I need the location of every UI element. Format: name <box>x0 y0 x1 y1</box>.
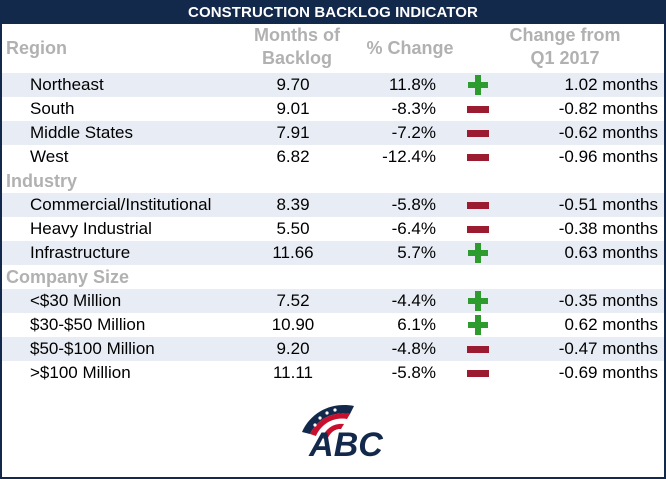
months-value: 6.82 <box>276 147 310 166</box>
minus-icon <box>466 97 490 121</box>
plus-icon <box>466 289 490 313</box>
table-row: <$30 Million 7.52 -4.4% -0.35 months <box>2 289 664 313</box>
plus-icon <box>466 241 490 265</box>
panel-title: CONSTRUCTION BACKLOG INDICATOR <box>2 2 664 24</box>
pct-change-value: -5.8% <box>391 195 436 214</box>
pct-change-value: -4.4% <box>391 291 436 310</box>
pct-change-value: 5.7% <box>397 243 436 262</box>
months-value: 5.50 <box>276 219 310 238</box>
change-from-q1-value: -0.47 months <box>558 339 658 358</box>
plus-icon <box>466 313 490 337</box>
logo-text: ABC <box>308 426 383 460</box>
table-row: $30-$50 Million 10.90 6.1% 0.62 months <box>2 313 664 337</box>
minus-icon <box>466 217 490 241</box>
months-value: 11.66 <box>272 243 314 262</box>
plus-shape <box>468 75 488 95</box>
section-label: Industry <box>6 171 78 191</box>
column-header-change-line1: Change from <box>509 25 621 45</box>
minus-shape <box>467 226 489 233</box>
row-label: $50-$100 Million <box>30 339 155 358</box>
months-value: 11.11 <box>272 363 314 382</box>
row-label: $30-$50 Million <box>30 315 146 334</box>
column-header-change-line2: Q1 2017 <box>530 48 600 68</box>
plus-shape <box>468 291 488 311</box>
table-row: Commercial/Institutional 8.39 -5.8% -0.51 m… <box>2 193 664 217</box>
minus-shape <box>467 370 489 377</box>
abc-logo: ABC <box>302 405 383 460</box>
table-row: West 6.82 -12.4% -0.96 months <box>2 145 664 169</box>
row-label: Middle States <box>30 123 133 142</box>
months-value: 7.91 <box>276 123 310 142</box>
table-row: >$100 Million 11.11 -5.8% -0.69 months <box>2 361 664 385</box>
table-row: Infrastructure 11.66 5.7% 0.63 months <box>2 241 664 265</box>
change-from-q1-value: -0.38 months <box>558 219 658 238</box>
pct-change-value: -12.4% <box>382 147 436 166</box>
table-row: Northeast 9.70 11.8% 1.02 months <box>2 73 664 97</box>
minus-icon <box>466 121 490 145</box>
pct-change-value: -5.8% <box>391 363 436 382</box>
row-label: >$100 Million <box>30 363 131 382</box>
change-from-q1-value: 0.63 months <box>564 243 658 262</box>
pct-change-value: -7.2% <box>391 123 436 142</box>
change-from-q1-value: 1.02 months <box>564 75 658 94</box>
row-label: Commercial/Institutional <box>30 195 212 214</box>
months-value: 7.52 <box>276 291 310 310</box>
months-value: 9.01 <box>276 99 310 118</box>
change-from-q1-value: -0.51 months <box>558 195 658 214</box>
change-from-q1-value: -0.62 months <box>558 123 658 142</box>
plus-shape <box>468 315 488 335</box>
section-company-size: Company Size <box>2 265 664 289</box>
row-label: Infrastructure <box>30 243 131 262</box>
pct-change-value: -8.3% <box>391 99 436 118</box>
column-header-pct: % Change <box>366 38 454 58</box>
pct-change-value: 6.1% <box>397 315 436 334</box>
column-header-months-line2: Backlog <box>261 48 333 68</box>
change-from-q1-value: 0.62 months <box>564 315 658 334</box>
row-label: <$30 Million <box>30 291 122 310</box>
months-value: 8.39 <box>276 195 310 214</box>
column-header-months-line1: Months of <box>254 25 340 45</box>
months-value: 10.90 <box>271 315 315 334</box>
months-value: 9.20 <box>276 339 310 358</box>
column-header-months: Months of Backlog <box>242 24 352 70</box>
column-header-change: Change from Q1 2017 <box>490 24 640 70</box>
minus-icon <box>466 337 490 361</box>
minus-shape <box>467 346 489 353</box>
table-row: $50-$100 Million 9.20 -4.8% -0.47 months <box>2 337 664 361</box>
minus-icon <box>466 145 490 169</box>
table-row: Middle States 7.91 -7.2% -0.62 months <box>2 121 664 145</box>
minus-shape <box>467 202 489 209</box>
flag-icon <box>302 405 354 442</box>
change-from-q1-value: -0.82 months <box>558 99 658 118</box>
pct-change-value: -6.4% <box>391 219 436 238</box>
change-from-q1-value: -0.35 months <box>558 291 658 310</box>
minus-shape <box>467 154 489 161</box>
column-header-region: Region <box>6 38 67 58</box>
plus-shape <box>468 243 488 263</box>
section-label: Company Size <box>6 267 130 287</box>
pct-change-value: -4.8% <box>391 339 436 358</box>
minus-icon <box>466 361 490 385</box>
pct-change-value: 11.8% <box>389 75 436 94</box>
row-label: South <box>30 99 75 118</box>
row-label: Heavy Industrial <box>30 219 152 238</box>
section-industry: Industry <box>2 169 664 193</box>
change-from-q1-value: -0.69 months <box>558 363 658 382</box>
change-from-q1-value: -0.96 months <box>558 147 658 166</box>
table-row: South 9.01 -8.3% -0.82 months <box>2 97 664 121</box>
minus-shape <box>467 130 489 137</box>
row-label: Northeast <box>30 75 104 94</box>
minus-icon <box>466 193 490 217</box>
minus-shape <box>467 106 489 113</box>
table-row: Heavy Industrial 5.50 -6.4% -0.38 months <box>2 217 664 241</box>
row-label: West <box>30 147 69 166</box>
months-value: 9.70 <box>276 75 310 94</box>
plus-icon <box>466 73 490 97</box>
